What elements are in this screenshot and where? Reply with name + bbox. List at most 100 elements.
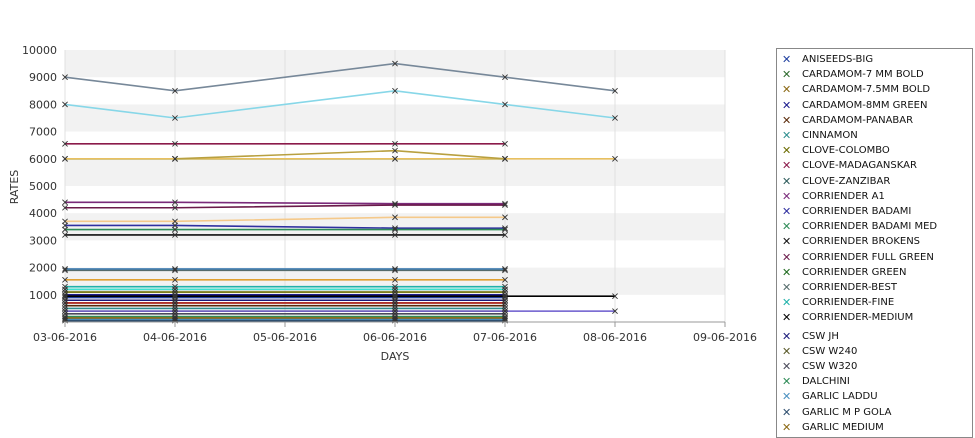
data-point: [172, 87, 178, 94]
y-axis-title: RATES: [8, 170, 21, 205]
legend-item: ✕ CLOVE-COLOMBO: [777, 143, 972, 158]
legend-marker-icon: ✕: [782, 390, 792, 404]
data-point: [502, 308, 508, 315]
data-point: [392, 316, 398, 323]
legend-label: CORRIENDER BADAMI MED: [802, 221, 938, 233]
legend-item: ✕ CSW W240: [777, 344, 972, 359]
data-point: [172, 232, 178, 238]
legend-item: ✕ CORRIENDER BADAMI: [777, 204, 972, 219]
legend-marker-icon: ✕: [782, 344, 792, 358]
data-point: [502, 225, 508, 232]
y-tick-label: 3000: [29, 234, 57, 247]
data-point: [172, 267, 178, 274]
legend-marker-icon: ✕: [782, 281, 792, 294]
legend-item: ✕ CINNAMON: [777, 128, 972, 143]
data-point: [392, 276, 398, 283]
legend-marker-icon: ✕: [782, 220, 792, 234]
legend-marker-icon: ✕: [782, 405, 792, 419]
legend-label: CINNAMON: [802, 130, 858, 141]
legend-label: GARLIC MEDIUM: [802, 421, 884, 433]
legend-label: CLOVE-ZANZIBAR: [802, 175, 891, 187]
data-point: [502, 300, 508, 306]
data-point: [172, 297, 178, 304]
data-point: [392, 214, 398, 221]
data-point: [172, 266, 178, 272]
legend-item: ✕ CARDAMOM-PANABAR: [777, 113, 972, 128]
data-point: [172, 155, 178, 162]
data-point: [62, 232, 68, 238]
data-point: [392, 87, 398, 94]
data-point: [62, 297, 68, 304]
data-point: [62, 101, 68, 108]
data-point: [502, 291, 508, 298]
legend-label: CORRIENDER-BEST: [802, 282, 897, 293]
data-point: [62, 300, 68, 306]
data-point: [502, 283, 508, 290]
data-point: [502, 297, 508, 304]
x-tick-label: 07-06-2016: [473, 331, 537, 344]
data-point: [502, 155, 508, 162]
data-point: [502, 286, 508, 293]
legend-item: ✕ CORRIENDER BADAMI MED: [777, 219, 972, 234]
legend-marker-icon: ✕: [782, 311, 792, 325]
data-point: [392, 155, 398, 162]
data-point: [392, 60, 398, 67]
data-point: [392, 305, 398, 312]
legend-label: CSW W320: [802, 361, 858, 372]
data-point: [502, 315, 508, 321]
legend-item: ✕ CORRIENDER-FINE: [777, 295, 972, 310]
legend-item: ✕ CLOVE-MADAGANSKAR: [777, 158, 972, 173]
data-point: [62, 199, 68, 206]
legend-marker-icon: ✕: [782, 420, 792, 434]
legend-item: ✕ CORRIENDER GREEN: [777, 265, 972, 280]
y-tick-label: 7000: [29, 126, 57, 139]
data-point: [392, 291, 398, 298]
data-point: [62, 308, 68, 315]
series-line: [65, 204, 505, 209]
y-tick-label: 10000: [22, 44, 57, 57]
legend-marker-icon: ✕: [782, 159, 792, 173]
legend-item: ✕ CARDAMOM-7.5MM BOLD: [777, 82, 972, 97]
legend-item: ✕ CSW W320: [777, 359, 972, 374]
series-line: [65, 216, 505, 223]
data-point: [392, 267, 398, 274]
data-point: [172, 199, 178, 206]
data-point: [502, 266, 508, 272]
legend-label: CLOVE-COLOMBO: [802, 145, 890, 157]
legend-label: CARDAMOM-7.5MM BOLD: [802, 84, 931, 96]
legend: ✕ ANISEEDS-BIG ✕ CARDAMOM-7 MM BOLD ✕ CARDAMO…: [776, 48, 973, 438]
data-point: [502, 200, 508, 207]
data-point: [172, 115, 178, 121]
y-tick-label: 4000: [29, 207, 57, 220]
legend-label: CORRIENDER-FINE: [802, 297, 895, 309]
data-point: [62, 204, 68, 211]
series-line: [65, 201, 505, 205]
data-point: [62, 294, 68, 301]
legend-marker-icon: ✕: [782, 375, 792, 389]
legend-label: CARDAMOM-8MM GREEN: [802, 99, 928, 111]
legend-label: CARDAMOM-PANABAR: [802, 114, 914, 126]
data-point: [502, 316, 508, 323]
data-point: [392, 140, 398, 147]
data-point: [62, 286, 68, 293]
legend-marker-icon: ✕: [782, 205, 792, 218]
data-point: [172, 302, 178, 309]
legend-item: ✕ CARDAMOM-8MM GREEN: [777, 98, 972, 113]
legend-label: GARLIC M P GOLA: [802, 406, 892, 418]
legend-item: ✕ CSW JH: [777, 329, 972, 344]
data-point: [62, 266, 68, 272]
data-point: [392, 300, 398, 306]
legend-item: ✕ GARLIC LADDU: [777, 389, 972, 404]
data-point: [392, 294, 398, 301]
data-point: [392, 286, 398, 293]
legend-item: ✕ CLOVE-ZANZIBAR: [777, 174, 972, 189]
data-point: [502, 305, 508, 312]
legend-marker-icon: ✕: [782, 174, 792, 188]
data-point: [172, 294, 178, 301]
legend-marker-icon: ✕: [782, 329, 792, 343]
legend-item: ✕ CARDAMOM-7 MM BOLD: [777, 67, 972, 82]
legend-label: CLOVE-MADAGANSKAR: [802, 160, 917, 172]
data-point: [172, 276, 178, 283]
data-point: [172, 305, 178, 312]
data-point: [392, 226, 398, 233]
